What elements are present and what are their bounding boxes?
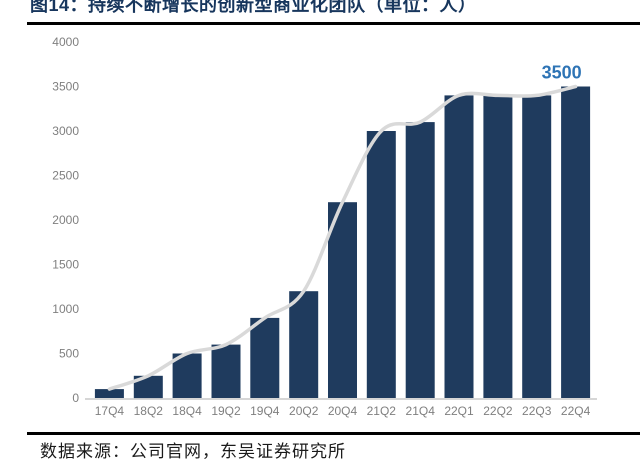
bottom-divider xyxy=(27,432,640,435)
x-axis-tick-label: 20Q4 xyxy=(328,404,358,418)
bar-21Q4 xyxy=(405,122,435,398)
x-axis-tick-label: 22Q3 xyxy=(522,404,552,418)
x-axis-tick-label: 22Q4 xyxy=(561,404,591,418)
bar-22Q4 xyxy=(561,86,591,398)
y-axis-tick-label: 3000 xyxy=(52,124,79,138)
bar-22Q2 xyxy=(483,95,513,399)
bar-21Q2 xyxy=(366,131,396,398)
bar-20Q2 xyxy=(289,291,319,398)
y-axis-tick-label: 500 xyxy=(59,347,79,361)
bar-20Q4 xyxy=(328,202,357,398)
y-axis-tick-label: 1500 xyxy=(52,258,79,272)
bar-18Q2 xyxy=(133,375,163,399)
x-axis-tick-label: 22Q1 xyxy=(444,404,474,418)
trend-line xyxy=(107,84,578,391)
y-axis-tick-label: 2000 xyxy=(52,213,79,227)
figure-title: 图14：持续不断增长的创新型商业化团队（单位：人） xyxy=(30,0,477,15)
bar-22Q3 xyxy=(522,95,552,399)
x-axis-tick-label: 20Q2 xyxy=(289,404,319,418)
y-axis-tick-label: 3500 xyxy=(52,80,79,94)
x-axis-tick-label: 19Q4 xyxy=(250,404,280,418)
top-divider xyxy=(27,22,640,25)
x-axis-tick-label: 21Q2 xyxy=(367,404,397,418)
bar-19Q2 xyxy=(211,344,241,398)
x-axis-tick-label: 19Q2 xyxy=(211,404,241,418)
y-axis-tick-label: 2500 xyxy=(52,169,79,183)
x-axis-tick-label: 21Q4 xyxy=(406,404,436,418)
y-axis-tick-label: 1000 xyxy=(52,302,79,316)
y-axis-tick-label: 0 xyxy=(72,391,79,405)
y-axis-tick-label: 4000 xyxy=(52,35,79,49)
bar-17Q4 xyxy=(94,389,124,398)
bar-22Q1 xyxy=(444,95,474,399)
bar-19Q4 xyxy=(250,317,280,398)
bar-18Q4 xyxy=(172,353,202,398)
x-axis-tick-label: 22Q2 xyxy=(483,404,513,418)
data-label-22Q4: 3500 xyxy=(542,63,582,83)
x-axis-tick-label: 18Q4 xyxy=(172,404,202,418)
source-note: 数据来源：公司官网，东吴证券研究所 xyxy=(40,442,346,461)
x-axis-tick-label: 17Q4 xyxy=(95,404,125,418)
chart-area: 0 500 1000 1500 2000 2500 3000 3500 4000 17Q4 18Q2… xyxy=(0,25,640,432)
x-axis-tick-label: 18Q2 xyxy=(134,404,164,418)
bar-line-chart: 0 500 1000 1500 2000 2500 3000 3500 4000 17Q4 18Q2… xyxy=(52,35,597,418)
